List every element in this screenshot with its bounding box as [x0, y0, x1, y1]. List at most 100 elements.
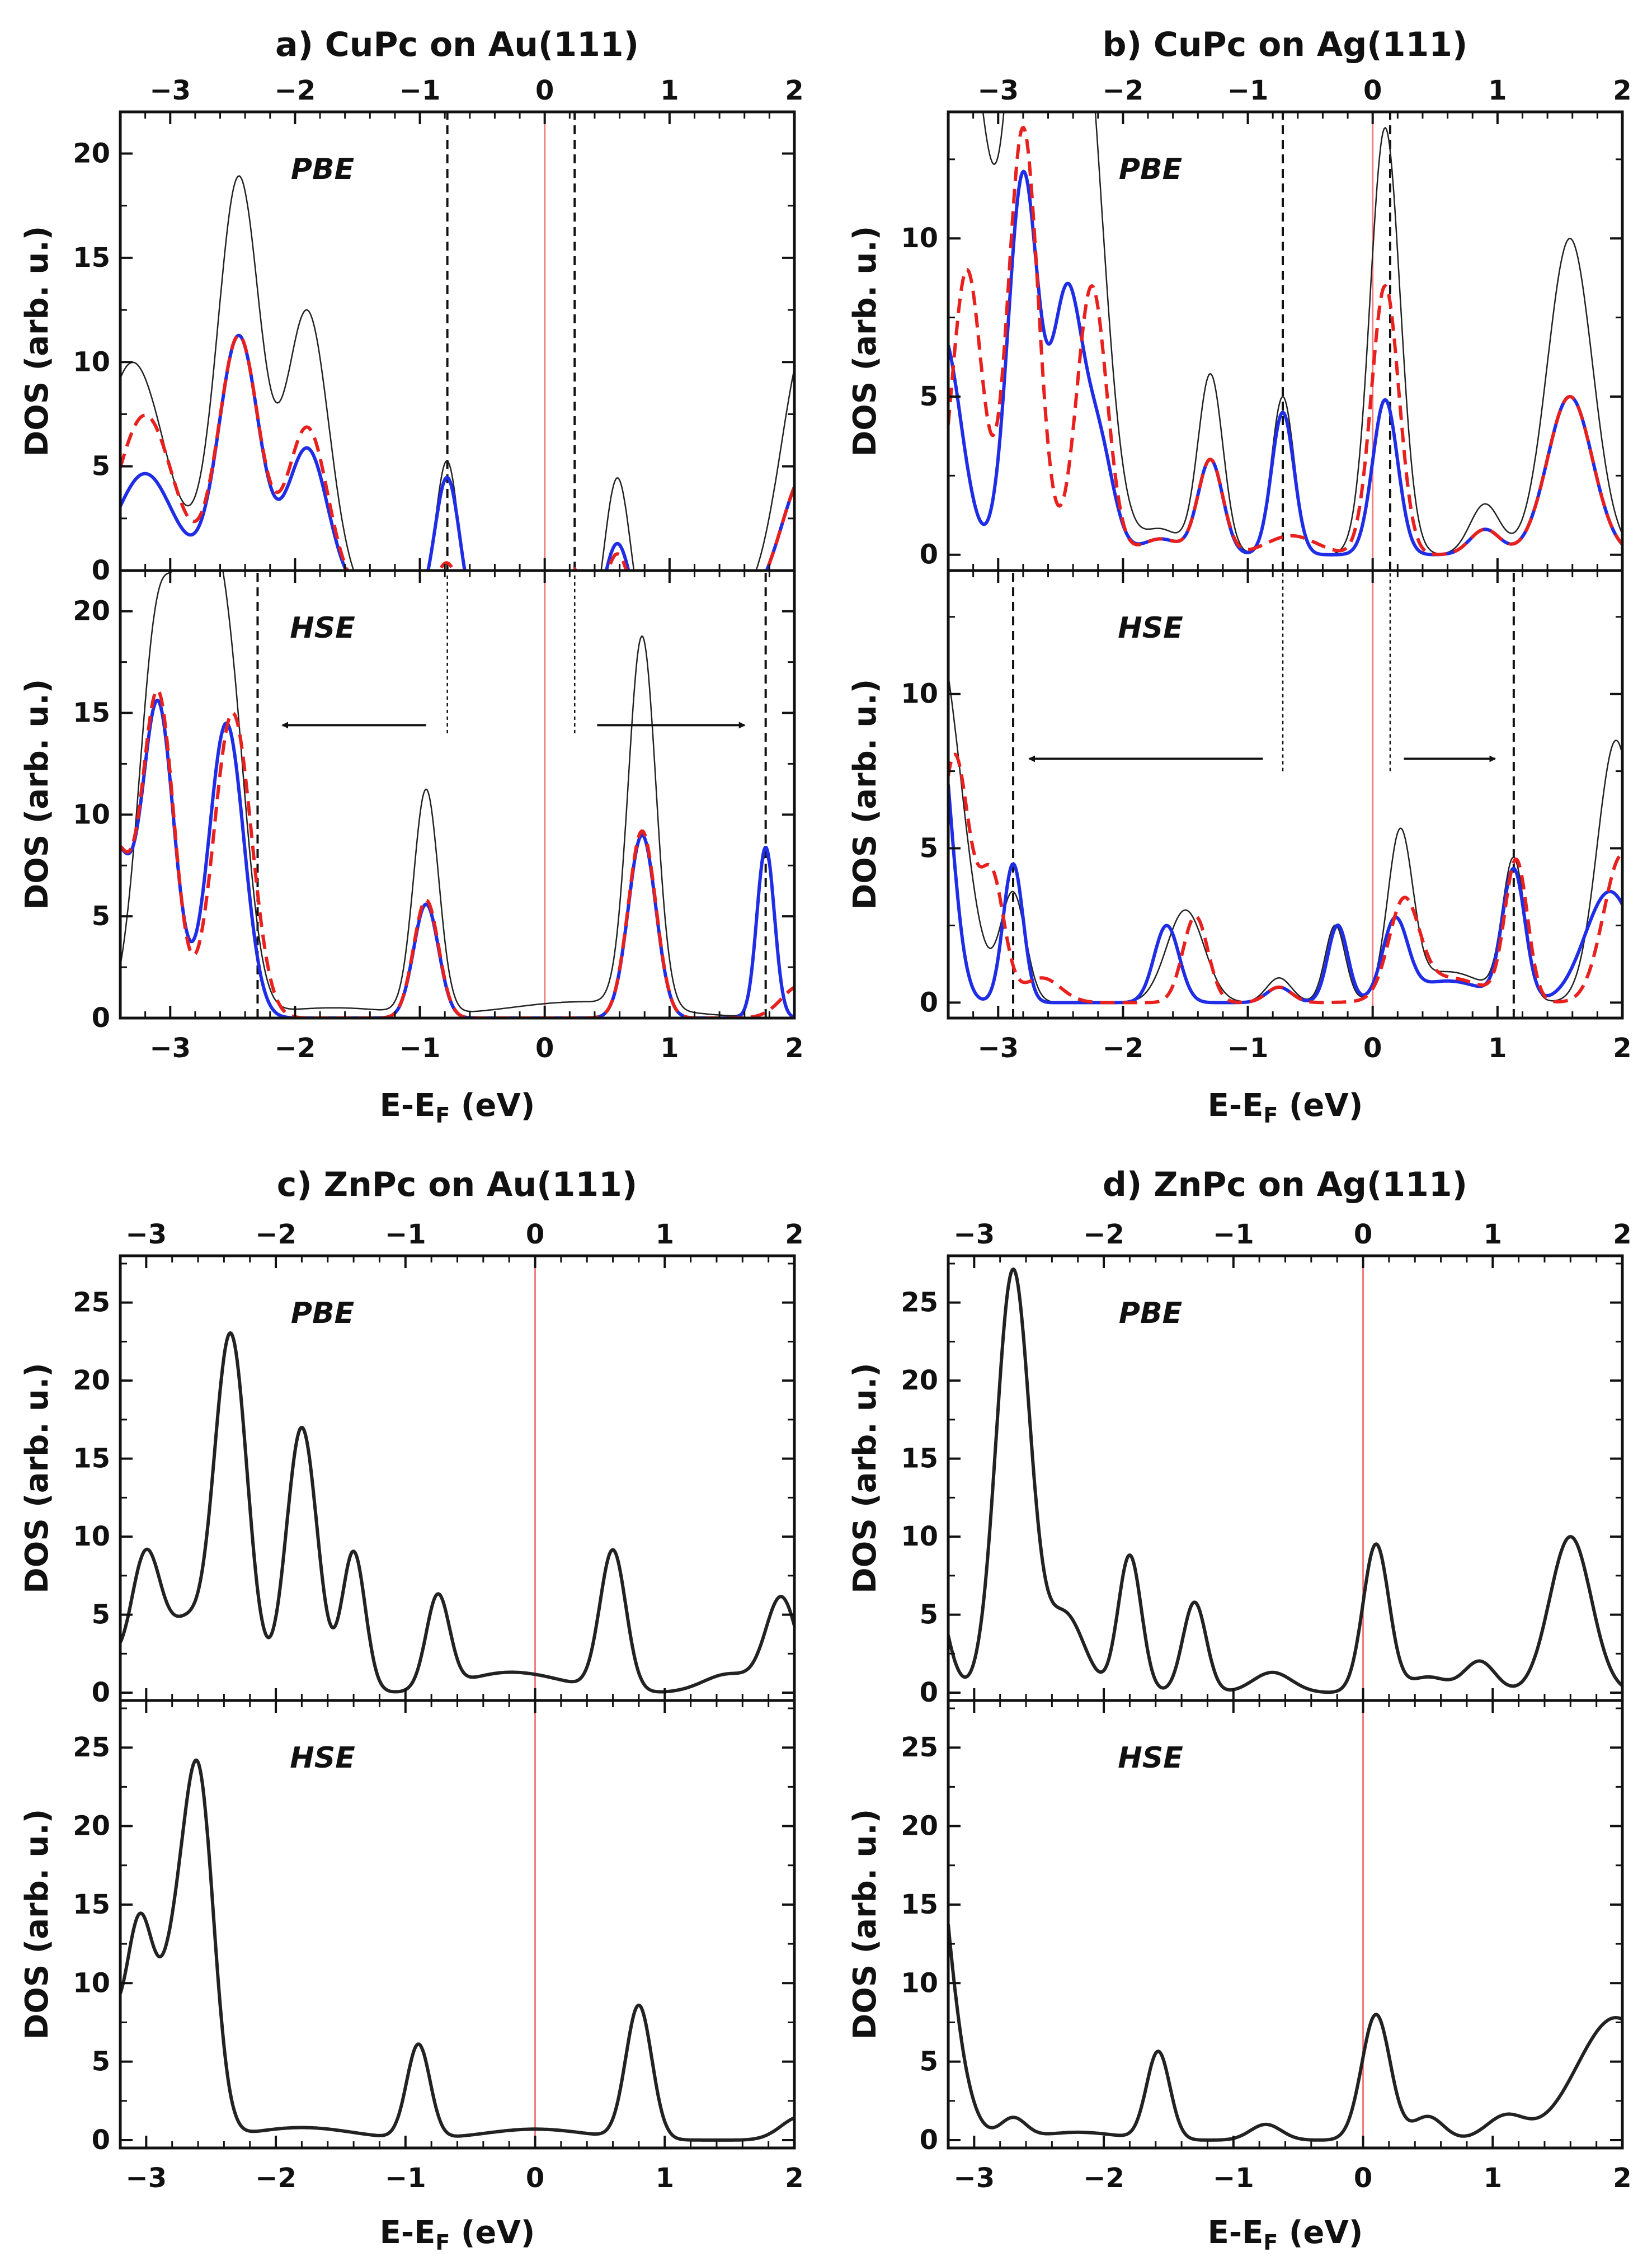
plot-frame-top	[947, 110, 1624, 572]
x-axis-label-main: E-E	[380, 2215, 436, 2251]
plot-area-d-top	[948, 1256, 1622, 1700]
series-spin_down-line	[948, 752, 1622, 1005]
y-axis-label: DOS (arb. u.)	[19, 679, 55, 910]
x-axis-label-subscript: F	[1263, 1103, 1278, 1128]
series-total-line	[948, 1924, 1622, 2142]
y-tick-label: 0	[920, 1677, 938, 1708]
x-tick-label-bottom: 1	[656, 2163, 674, 2194]
x-tick-label-top: −3	[977, 75, 1019, 106]
x-tick-label-top: −3	[954, 1219, 995, 1250]
y-tick-label: 20	[73, 1365, 110, 1396]
x-tick-label-bottom: 1	[660, 1033, 679, 1064]
y-axis-label: DOS (arb. u.)	[847, 1363, 883, 1594]
x-tick-label-top: −2	[275, 75, 316, 106]
plot-area-c-top	[120, 1256, 794, 1700]
y-tick-label: 25	[901, 1287, 938, 1318]
x-tick-label-bottom: −1	[1213, 2163, 1254, 2194]
series-spin_down-line	[120, 333, 794, 571]
x-tick-label-top: −1	[385, 1219, 426, 1250]
y-tick-label: 5	[920, 1599, 938, 1631]
x-tick-label-bottom: 2	[1613, 1033, 1631, 1064]
y-tick-label: 10	[73, 1521, 110, 1552]
method-label-hse: HSE	[1118, 1741, 1183, 1775]
x-axis-label: E-EF (eV)	[1208, 2215, 1363, 2255]
y-tick-label: 20	[73, 1811, 110, 1842]
x-tick-label-bottom: −1	[1227, 1033, 1269, 1064]
x-tick-label-top: 0	[1363, 75, 1382, 106]
x-tick-label-top: 2	[785, 1219, 803, 1250]
y-axis-label: DOS (arb. u.)	[847, 226, 883, 457]
series-spin_down-line	[120, 688, 794, 1018]
panel-title-a: a) CuPc on Au(111)	[275, 25, 639, 64]
y-tick-label: 0	[920, 987, 938, 1018]
plot-area-a-top	[120, 112, 794, 571]
series-total-line	[120, 1331, 794, 1694]
method-label-hse: HSE	[290, 1741, 355, 1775]
series-spin_up-line	[948, 784, 1622, 1005]
panel-title-b: b) CuPc on Ag(111)	[1103, 25, 1468, 64]
y-tick-label: 0	[92, 2124, 110, 2156]
x-tick-label-top: 1	[660, 75, 679, 106]
x-tick-label-bottom: −3	[977, 1033, 1019, 1064]
x-axis-label-unit: (eV)	[1278, 1087, 1363, 1124]
x-tick-label-bottom: −3	[149, 1033, 191, 1064]
method-label-pbe: PBE	[291, 153, 354, 186]
y-tick-label: 5	[920, 381, 938, 412]
plot-frame-top	[119, 1254, 796, 1702]
y-tick-label: 25	[73, 1732, 110, 1763]
y-axis-label: DOS (arb. u.)	[19, 226, 55, 457]
method-label-hse: HSE	[290, 611, 355, 645]
y-tick-label: 20	[73, 596, 110, 627]
x-tick-label-top: 1	[1488, 75, 1507, 106]
plot-area-d-bottom	[948, 1700, 1622, 2148]
series-total-line	[120, 571, 794, 1018]
x-tick-label-bottom: 2	[785, 2163, 803, 2194]
y-tick-label: 0	[92, 1002, 110, 1034]
x-tick-label-top: 2	[785, 75, 803, 106]
method-label-pbe: PBE	[291, 1297, 354, 1330]
y-tick-label: 10	[901, 679, 938, 710]
x-axis-label: E-EF (eV)	[380, 1087, 535, 1128]
y-tick-label: 20	[901, 1811, 938, 1842]
y-tick-label: 15	[73, 1889, 110, 1920]
x-tick-label-top: −2	[1083, 1219, 1124, 1250]
x-axis-label-subscript: F	[435, 2230, 450, 2255]
x-axis-label-subscript: F	[1263, 2230, 1278, 2255]
plot-frame-top	[119, 110, 796, 572]
plot-area-c-bottom	[120, 1700, 794, 2148]
x-tick-label-top: 1	[656, 1219, 674, 1250]
plot-frame-bottom	[947, 569, 1624, 1020]
plot-frame-bottom	[119, 569, 796, 1020]
x-axis-label-main: E-E	[380, 1087, 436, 1124]
y-tick-label: 15	[901, 1889, 938, 1920]
x-tick-label-top: 0	[535, 75, 554, 106]
x-tick-label-bottom: 0	[1363, 1033, 1382, 1064]
series-total-line	[120, 1758, 794, 2142]
panel-title-d: d) ZnPc on Ag(111)	[1103, 1165, 1467, 1204]
y-tick-label: 5	[92, 901, 110, 932]
series-spin_up-line	[948, 169, 1622, 557]
x-tick-label-top: −1	[1227, 75, 1269, 106]
x-tick-label-top: 2	[1613, 75, 1631, 106]
y-tick-label: 15	[73, 242, 110, 274]
y-tick-label: 10	[901, 1521, 938, 1552]
x-tick-label-bottom: −1	[385, 2163, 426, 2194]
y-tick-label: 15	[901, 1443, 938, 1474]
y-axis-label: DOS (arb. u.)	[19, 1809, 55, 2040]
x-tick-label-top: 1	[1484, 1219, 1502, 1250]
y-tick-label: 5	[920, 2046, 938, 2077]
y-axis-label: DOS (arb. u.)	[847, 679, 883, 910]
x-tick-label-top: −3	[149, 75, 191, 106]
x-tick-label-top: −1	[399, 75, 441, 106]
x-tick-label-top: −2	[255, 1219, 296, 1250]
y-axis-label: DOS (arb. u.)	[847, 1809, 883, 2040]
x-tick-label-bottom: 0	[1354, 2163, 1372, 2194]
x-tick-label-bottom: 1	[1484, 2163, 1502, 2194]
x-tick-label-bottom: −3	[126, 2163, 167, 2194]
y-tick-label: 10	[73, 1967, 110, 1999]
plot-area-b-bottom	[948, 571, 1622, 1018]
